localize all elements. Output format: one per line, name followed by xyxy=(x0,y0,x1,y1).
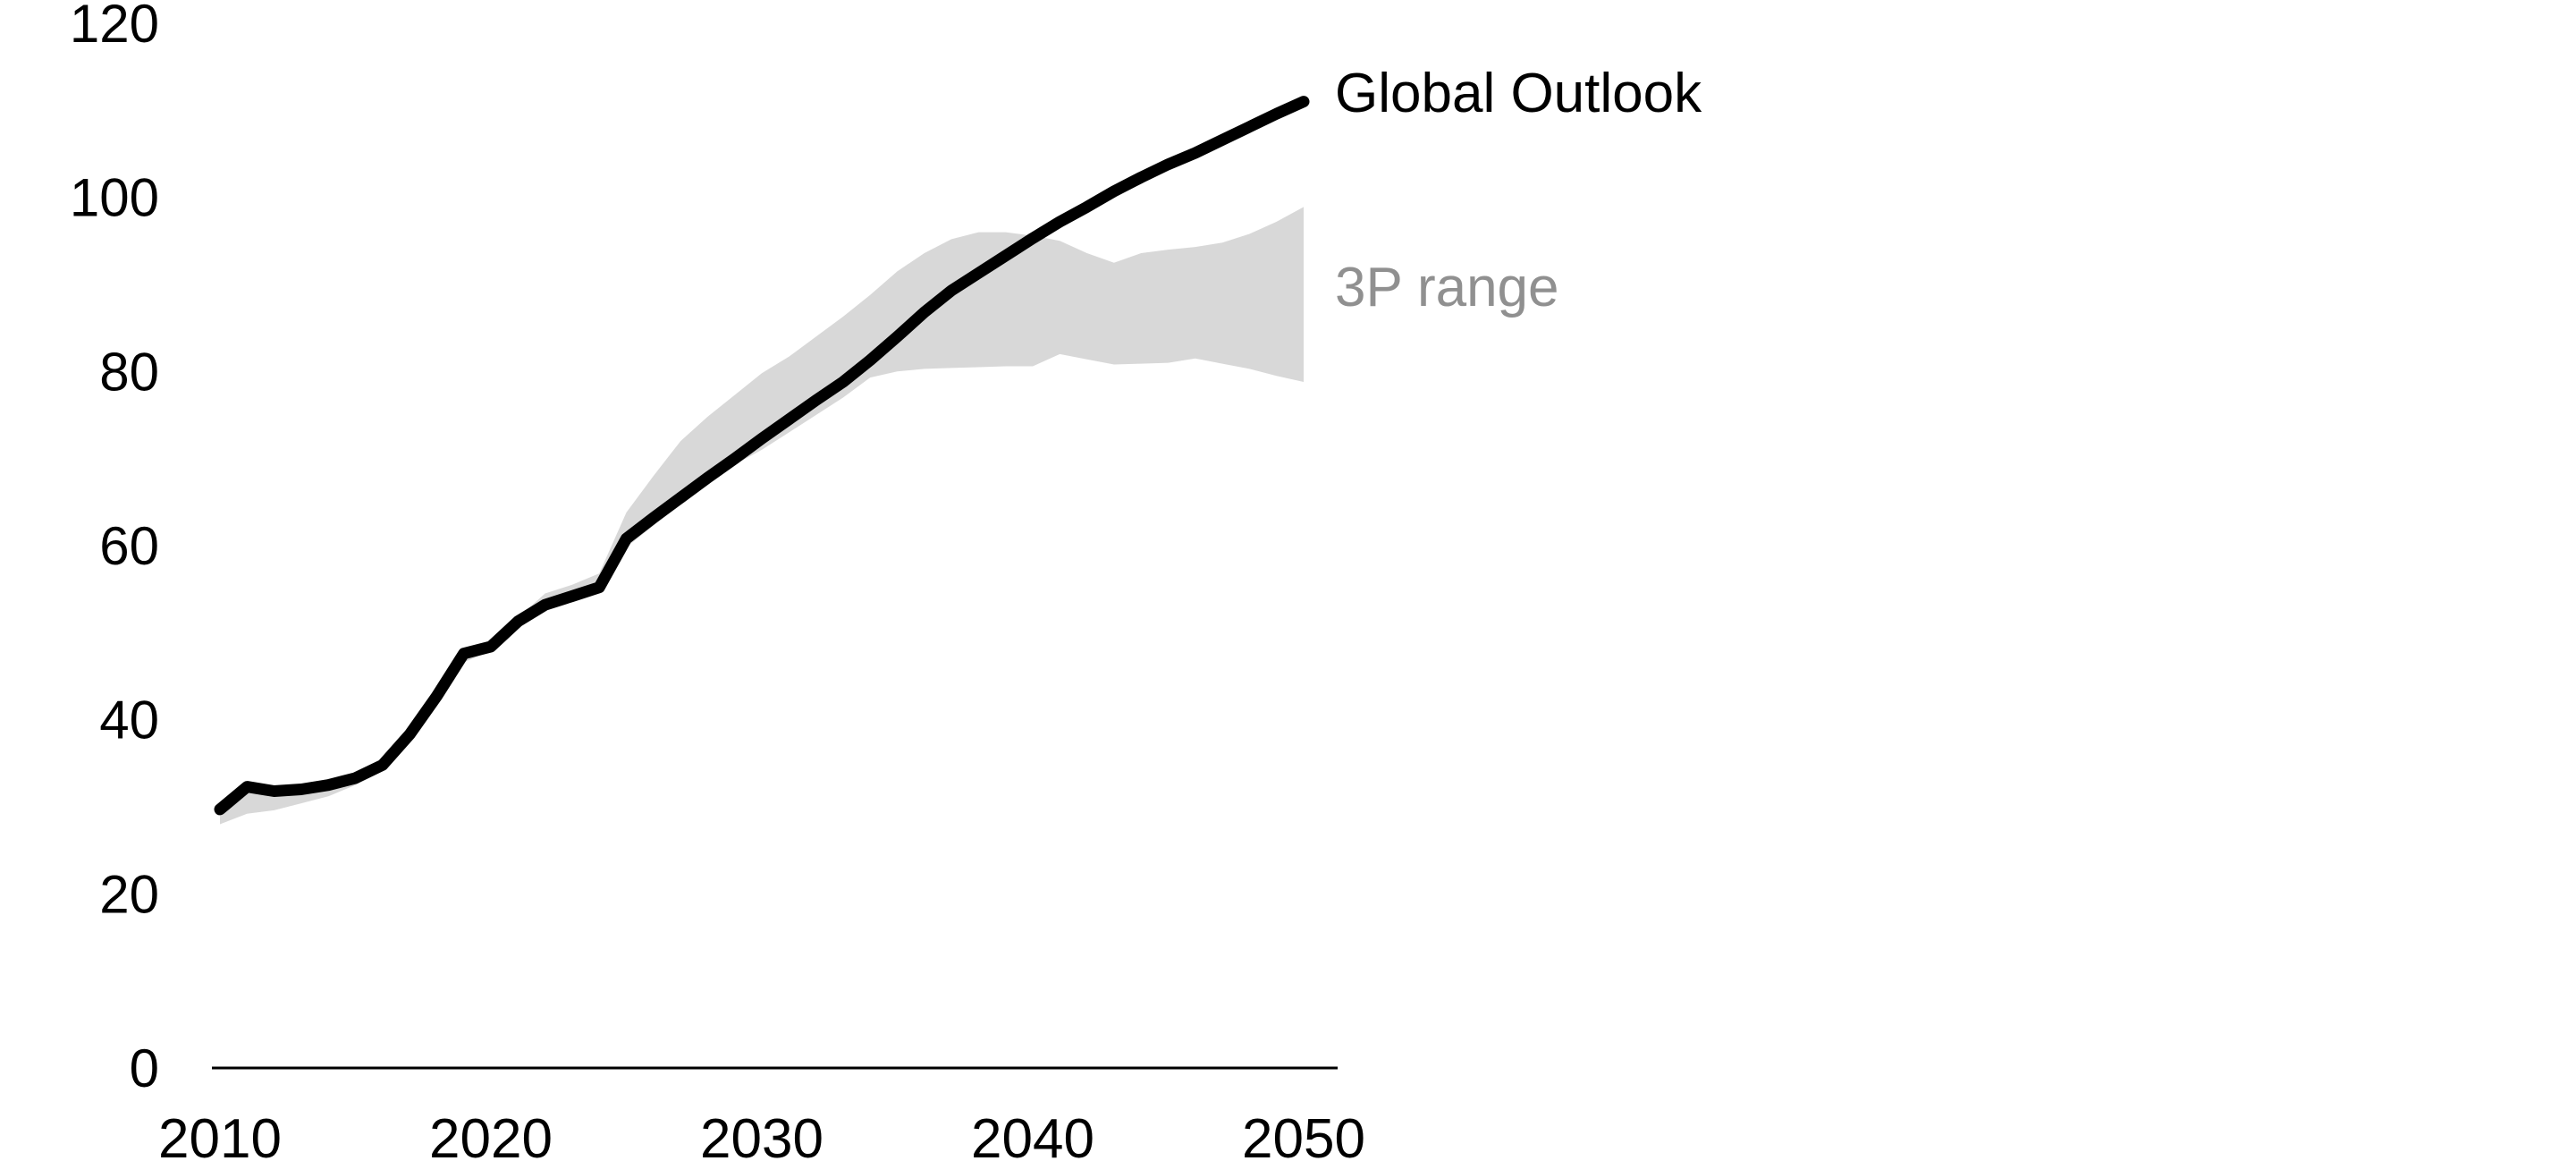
x-tick-label: 2010 xyxy=(158,1108,282,1161)
line-layer xyxy=(214,96,1310,816)
y-axis-tick-labels: 0 20 40 60 80 100 120 xyxy=(70,0,159,1098)
x-tick-label: 2020 xyxy=(429,1108,553,1161)
y-tick-label: 0 xyxy=(130,1038,159,1098)
x-tick-label: 2040 xyxy=(971,1108,1094,1161)
y-tick-label: 20 xyxy=(99,864,159,924)
band-layer xyxy=(220,207,1304,825)
x-tick-label: 2030 xyxy=(700,1108,823,1161)
x-axis-tick-labels: 2010 2020 2030 2040 2050 xyxy=(158,1108,1365,1161)
series-label-global-outlook: Global Outlook xyxy=(1335,63,1702,124)
x-tick-label: 2050 xyxy=(1242,1108,1365,1161)
3p-range-band xyxy=(220,207,1304,825)
y-tick-label: 120 xyxy=(70,0,159,54)
series-label-3p-range: 3P range xyxy=(1335,257,1559,318)
y-tick-label: 100 xyxy=(70,168,159,228)
y-tick-label: 40 xyxy=(99,691,159,750)
global-outlook-line xyxy=(214,96,1310,816)
y-tick-label: 60 xyxy=(99,516,159,576)
y-tick-label: 80 xyxy=(99,342,159,402)
